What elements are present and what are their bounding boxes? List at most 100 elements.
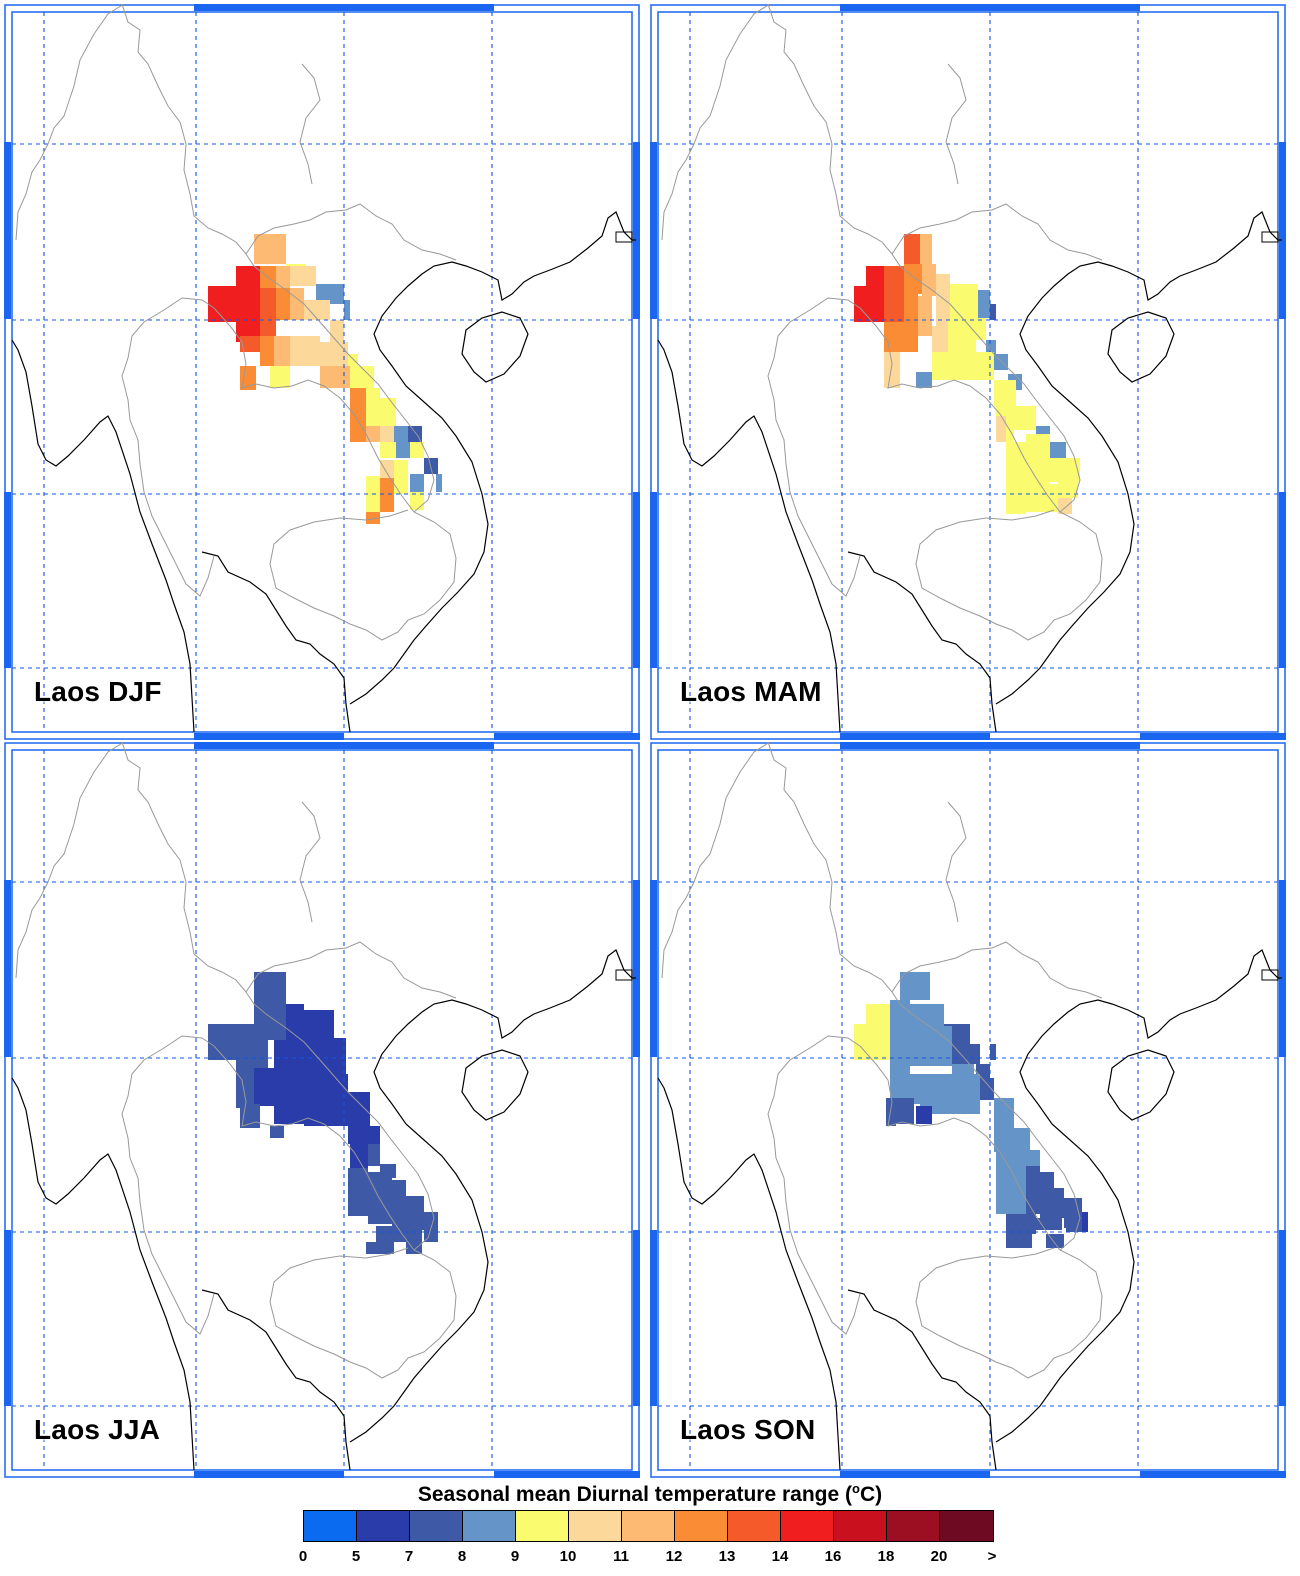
data-cell bbox=[1014, 406, 1036, 430]
data-cell bbox=[436, 474, 442, 492]
country-border bbox=[121, 1035, 215, 1335]
coastline bbox=[995, 211, 1282, 705]
data-cell bbox=[1058, 482, 1078, 498]
data-cell bbox=[410, 442, 424, 458]
data-cell bbox=[920, 234, 932, 264]
country-border bbox=[767, 1035, 861, 1335]
colorbar-swatch bbox=[463, 1511, 516, 1541]
data-cell bbox=[380, 478, 394, 512]
panel-label-son: Laos SON bbox=[680, 1414, 816, 1445]
frame-tick-bar bbox=[194, 733, 344, 740]
colorbar-swatch bbox=[569, 1511, 622, 1541]
frame-tick-bar bbox=[1279, 1230, 1286, 1406]
data-cell bbox=[208, 286, 236, 322]
frame-tick-bar bbox=[4, 492, 11, 668]
frame-tick-bar bbox=[650, 492, 657, 668]
data-cell bbox=[996, 1152, 1026, 1180]
data-cell bbox=[320, 366, 350, 388]
country-border bbox=[945, 801, 967, 923]
colorbar-swatch bbox=[781, 1511, 834, 1541]
inner-frame bbox=[11, 749, 633, 1471]
data-cell bbox=[348, 1168, 368, 1216]
data-cell bbox=[254, 972, 286, 1040]
data-cell bbox=[910, 1004, 930, 1026]
data-cell bbox=[1058, 498, 1072, 514]
inner-frame bbox=[11, 11, 633, 733]
frame-tick-bar bbox=[344, 742, 494, 749]
colorbar-title: Seasonal mean Diurnal temperature range … bbox=[417, 1481, 883, 1506]
frame-tick-bar bbox=[194, 4, 344, 11]
country-border bbox=[15, 4, 125, 241]
colorbar-tick-label: 14 bbox=[771, 1548, 789, 1565]
colorbar-tick-label: 0 bbox=[298, 1548, 308, 1565]
data-cell bbox=[380, 442, 396, 458]
data-cell bbox=[410, 492, 424, 510]
data-cell bbox=[910, 1026, 930, 1066]
data-cell bbox=[270, 366, 290, 388]
data-cell bbox=[886, 1116, 896, 1126]
colorbar-tick-label: 11 bbox=[613, 1548, 629, 1565]
country-border bbox=[767, 742, 1103, 999]
data-cell bbox=[890, 1052, 910, 1074]
data-cell bbox=[406, 1196, 424, 1230]
country-border bbox=[891, 991, 1081, 1251]
data-cell bbox=[290, 266, 306, 286]
map-panel-jja: Laos JJA bbox=[4, 742, 640, 1478]
data-cell bbox=[366, 388, 380, 426]
frame-tick-bar bbox=[633, 880, 640, 1057]
data-cell bbox=[936, 274, 950, 326]
data-cell bbox=[236, 1060, 256, 1108]
data-cell bbox=[366, 426, 380, 442]
frame-tick-bar bbox=[1279, 492, 1286, 668]
panel-label-djf: Laos DJF bbox=[34, 676, 162, 707]
country-border bbox=[661, 4, 771, 241]
country-border bbox=[661, 742, 771, 979]
data-cell bbox=[994, 380, 1016, 406]
frame-tick-bar bbox=[650, 142, 657, 319]
colorbar bbox=[303, 1510, 994, 1542]
data-cell bbox=[394, 460, 408, 478]
coastline bbox=[201, 1289, 351, 1471]
colorbar-swatch bbox=[887, 1511, 940, 1541]
coastline bbox=[11, 1077, 195, 1471]
colorbar-tick-label: 10 bbox=[559, 1548, 577, 1565]
island bbox=[615, 231, 633, 243]
data-cell bbox=[1026, 1150, 1040, 1166]
data-cell bbox=[1050, 442, 1066, 458]
colorbar-tick-label: 5 bbox=[351, 1548, 361, 1565]
data-cell bbox=[1006, 1234, 1032, 1248]
coastline bbox=[1107, 311, 1175, 383]
colorbar-tick-label: 16 bbox=[824, 1548, 842, 1565]
colorbar-swatch bbox=[516, 1511, 569, 1541]
data-cell bbox=[368, 1172, 392, 1224]
data-cell bbox=[348, 1126, 380, 1144]
panel-label-jja: Laos JJA bbox=[34, 1414, 161, 1445]
data-cell bbox=[904, 264, 922, 294]
map-son bbox=[650, 742, 1286, 1478]
data-cell bbox=[890, 1074, 906, 1098]
data-cell bbox=[1036, 1218, 1062, 1230]
data-cell bbox=[376, 1226, 422, 1242]
frame-tick-bar bbox=[650, 880, 657, 1057]
frame-tick-bar bbox=[494, 1471, 640, 1478]
coastline bbox=[847, 1289, 997, 1471]
data-cell bbox=[996, 1178, 1026, 1214]
frame-tick-bar bbox=[4, 880, 11, 1057]
colorbar-swatch bbox=[940, 1511, 993, 1541]
country-border bbox=[213, 1045, 457, 1379]
data-cell bbox=[1006, 442, 1026, 478]
map-panel-mam: Laos MAM bbox=[650, 4, 1286, 740]
data-cell bbox=[348, 354, 358, 374]
frame-tick-bar bbox=[194, 742, 344, 749]
data-cell bbox=[304, 300, 330, 320]
data-cell bbox=[240, 336, 260, 352]
data-cell bbox=[344, 300, 350, 320]
data-cell bbox=[854, 286, 884, 322]
data-cell bbox=[916, 372, 932, 388]
country-border bbox=[945, 63, 967, 185]
frame-tick-bar bbox=[633, 142, 640, 319]
data-cell bbox=[274, 336, 290, 366]
data-cell bbox=[1006, 1214, 1036, 1234]
data-cell bbox=[392, 1180, 406, 1228]
country-border bbox=[299, 801, 321, 923]
